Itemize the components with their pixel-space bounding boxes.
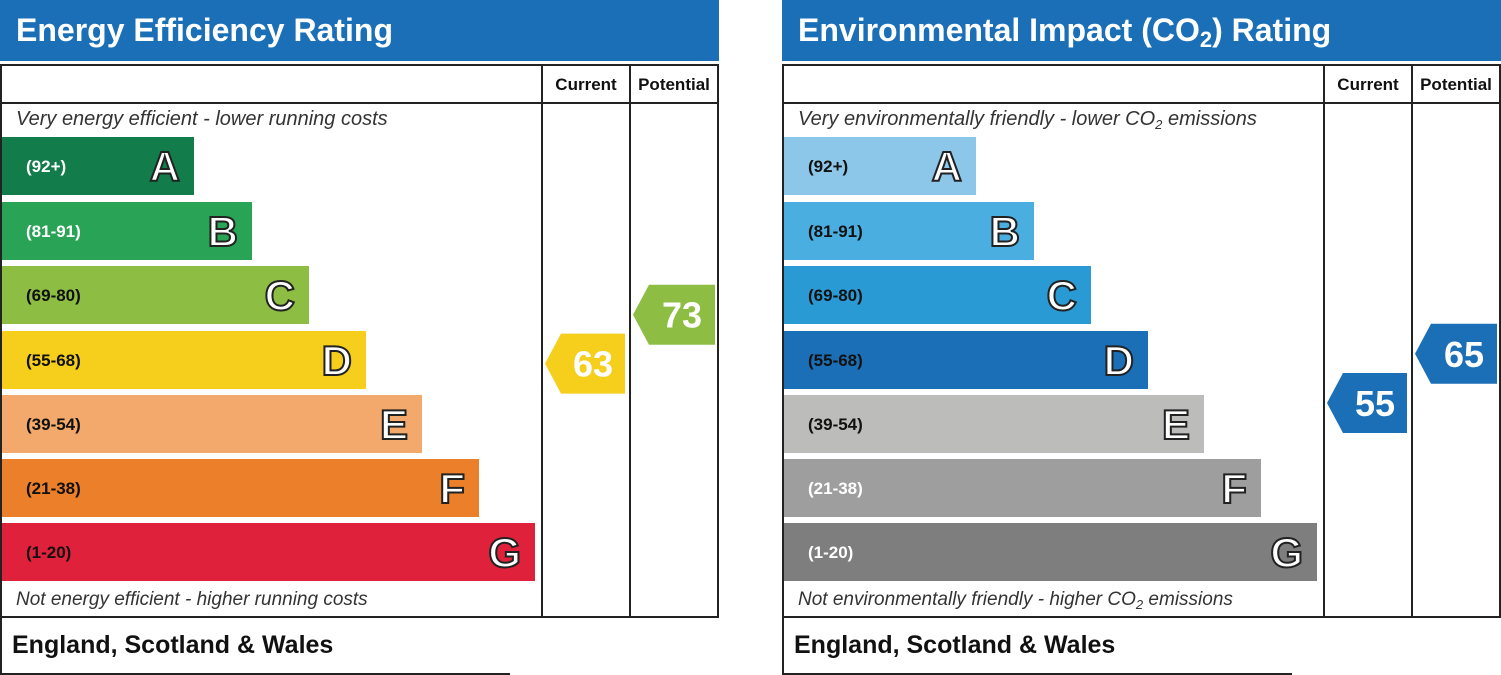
current-column-header: Current <box>555 75 617 94</box>
potential-column-header: Potential <box>1420 75 1492 94</box>
header-divider <box>784 102 1499 104</box>
band-c-bar <box>784 266 1091 324</box>
band-c-range: (69-80) <box>808 286 863 305</box>
band-c-letter: C <box>265 272 295 319</box>
band-f-range: (21-38) <box>26 479 81 498</box>
band-a-letter: A <box>150 143 180 190</box>
band-d-letter: D <box>1104 337 1134 384</box>
current-rating-value: 63 <box>573 344 613 385</box>
current-rating-value: 55 <box>1355 383 1395 424</box>
band-f-range: (21-38) <box>808 479 863 498</box>
environmental-impact-panel: Environmental Impact (CO2) Rating Curren… <box>782 0 1501 675</box>
potential-column-header: Potential <box>638 75 710 94</box>
band-a-bar <box>2 137 194 195</box>
band-a-letter: A <box>932 143 962 190</box>
top-caption: Very environmentally friendly - lower CO… <box>798 108 1257 132</box>
potential-rating-arrow <box>633 284 715 345</box>
band-f-bar <box>784 459 1261 517</box>
divider <box>541 66 543 616</box>
band-c-range: (69-80) <box>26 286 81 305</box>
divider <box>1323 66 1325 616</box>
energy-efficiency-panel: Energy Efficiency Rating Current Potenti… <box>0 0 719 675</box>
bottom-caption: Not energy efficient - higher running co… <box>16 589 368 610</box>
band-g-bar <box>2 523 535 581</box>
divider <box>629 66 631 616</box>
band-f-letter: F <box>439 465 465 512</box>
band-e-range: (39-54) <box>26 415 81 434</box>
current-column-header: Current <box>1337 75 1399 94</box>
band-g-range: (1-20) <box>26 543 71 562</box>
band-a-range: (92+) <box>808 157 848 176</box>
band-c-bar <box>2 266 309 324</box>
bottom-caption: Not environmentally friendly - higher CO… <box>798 589 1233 612</box>
band-b-bar <box>2 202 252 260</box>
band-b-range: (81-91) <box>26 222 81 241</box>
top-caption: Very energy efficient - lower running co… <box>16 108 388 130</box>
band-e-letter: E <box>380 401 408 448</box>
band-c-letter: C <box>1047 272 1077 319</box>
co2-rating-chart: (92+) A (81-91) B (69-80) C (55-68) D (39-54) E (2… <box>784 137 1497 581</box>
potential-rating-value: 73 <box>662 295 702 336</box>
band-e-letter: E <box>1162 401 1190 448</box>
band-d-range: (55-68) <box>26 351 81 370</box>
band-d-bar <box>784 331 1148 389</box>
current-rating-arrow <box>1327 373 1407 433</box>
band-e-bar <box>784 395 1204 453</box>
band-g-letter: G <box>488 529 521 576</box>
energy-rating-chart: (92+) A (81-91) B (69-80) C (55-68) D (39-54) E (2… <box>2 137 715 581</box>
band-b-bar <box>784 202 1034 260</box>
potential-rating-arrow <box>1415 323 1497 384</box>
band-b-letter: B <box>990 208 1020 255</box>
band-e-range: (39-54) <box>808 415 863 434</box>
band-g-letter: G <box>1270 529 1303 576</box>
panel-title: Environmental Impact (CO2) Rating <box>782 0 1501 61</box>
band-a-range: (92+) <box>26 157 66 176</box>
band-f-letter: F <box>1221 465 1247 512</box>
current-rating-arrow <box>545 333 625 394</box>
potential-rating-value: 65 <box>1444 334 1484 375</box>
band-f-bar <box>2 459 479 517</box>
divider <box>1411 66 1413 616</box>
band-b-letter: B <box>208 208 238 255</box>
band-d-bar <box>2 331 366 389</box>
footer-region: England, Scotland & Wales <box>782 618 1292 675</box>
header-divider <box>2 102 717 104</box>
band-a-bar <box>784 137 976 195</box>
panel-title: Energy Efficiency Rating <box>0 0 719 61</box>
band-b-range: (81-91) <box>808 222 863 241</box>
band-g-bar <box>784 523 1317 581</box>
band-e-bar <box>2 395 422 453</box>
band-g-range: (1-20) <box>808 543 853 562</box>
band-d-letter: D <box>322 337 352 384</box>
footer-region: England, Scotland & Wales <box>0 618 510 675</box>
band-d-range: (55-68) <box>808 351 863 370</box>
